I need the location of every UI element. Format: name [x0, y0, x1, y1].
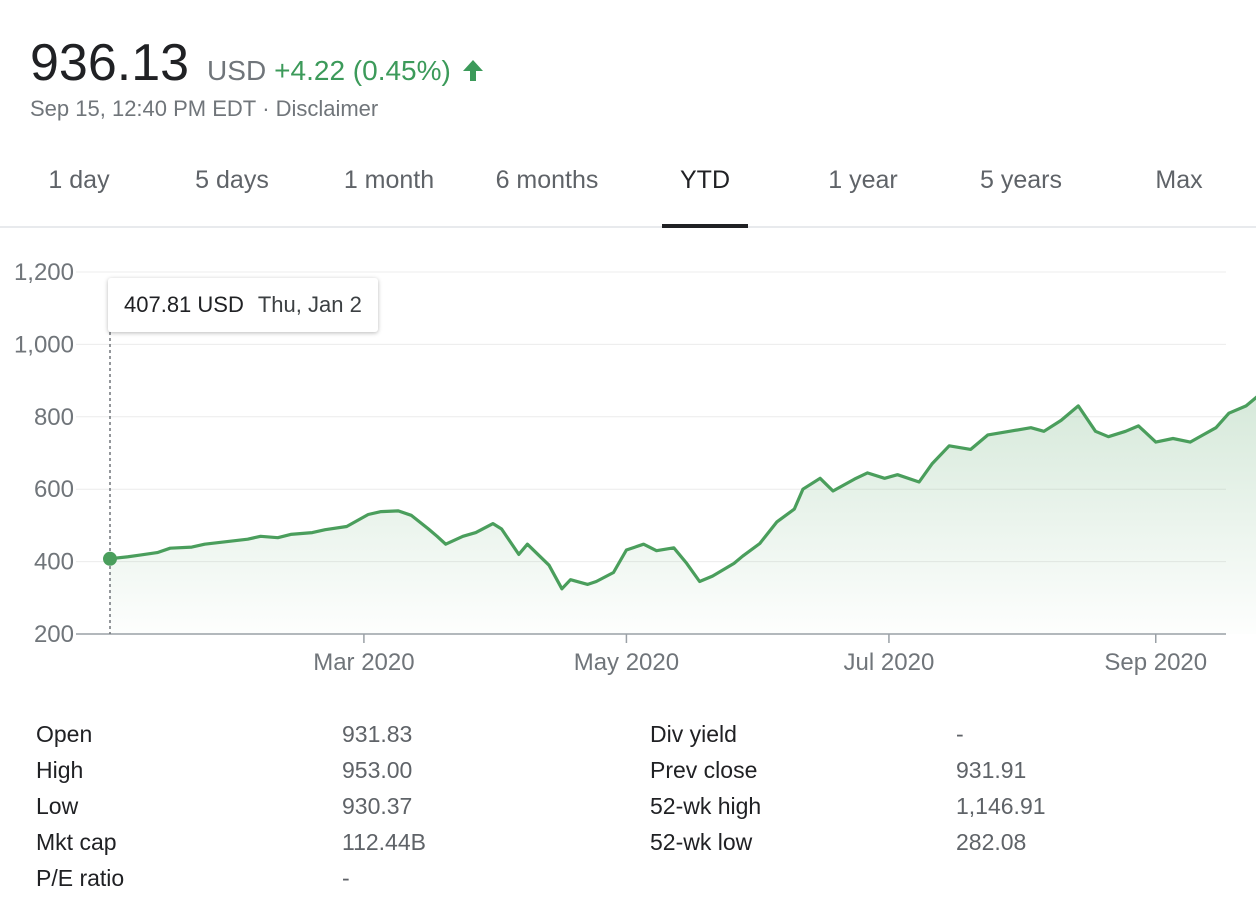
tooltip-date: Thu, Jan 2	[257, 292, 362, 317]
quote-timestamp: Sep 15, 12:40 PM EDT	[30, 96, 257, 121]
price-area	[110, 397, 1256, 634]
stat-label: High	[36, 757, 84, 783]
disclaimer-link[interactable]: Disclaimer	[275, 96, 379, 121]
hover-point	[103, 551, 117, 566]
stat-value: 931.91	[956, 757, 1027, 783]
chart-area	[110, 397, 1256, 634]
x-tick-label: Mar 2020	[313, 649, 414, 676]
tab-1-month[interactable]: 1 month	[343, 166, 435, 194]
stat-value: 931.83	[342, 721, 413, 747]
separator: ·	[262, 96, 270, 121]
stat-value: 930.37	[342, 793, 413, 819]
y-tick-label: 1,200	[14, 259, 74, 286]
price-line	[108, 395, 1256, 591]
price-chart[interactable]: 1,200 1,000 800 600 400 200 Mar 2020 May 2020 Ju…	[0, 232, 1256, 692]
tab-ytd[interactable]: YTD	[626, 140, 784, 228]
y-tick-label: 1,000	[14, 331, 74, 358]
stat-label: Div yield	[650, 721, 737, 747]
price-currency: USD	[207, 55, 267, 86]
y-tick-label: 200	[34, 621, 74, 648]
y-tick-label: 600	[34, 476, 74, 503]
x-tick-label: Sep 2020	[1104, 649, 1207, 676]
stat-value: 1,146.91	[956, 793, 1046, 819]
time-range-tabs: 1 day 5 days 1 month 6 months YTD 1 year…	[0, 140, 1256, 228]
x-tick-label: May 2020	[574, 649, 679, 676]
stat-label: P/E ratio	[36, 865, 125, 891]
stat-value: -	[956, 721, 964, 747]
tab-max[interactable]: Max	[1155, 166, 1203, 194]
chart-line	[108, 395, 1256, 591]
price-header: 936.13 USD +4.22 (0.45%)	[30, 34, 485, 92]
quote-timestamp-row: Sep 15, 12:40 PM EDT · Disclaimer	[30, 96, 378, 122]
tab-1-year[interactable]: 1 year	[828, 166, 898, 194]
price-value: 936.13	[30, 34, 190, 92]
tab-5-days[interactable]: 5 days	[195, 166, 269, 194]
stat-label: Open	[36, 721, 93, 747]
stat-label: 52-wk high	[650, 793, 762, 819]
y-tick-label: 400	[34, 549, 74, 576]
stat-label: Low	[36, 793, 79, 819]
tab-5-years[interactable]: 5 years	[980, 166, 1062, 194]
chart-tooltip: 407.81 USD Thu, Jan 2	[108, 278, 378, 332]
tab-1-day[interactable]: 1 day	[48, 166, 110, 194]
arrow-up-icon	[461, 58, 485, 82]
chart-axes: 1,200 1,000 800 600 400 200 Mar 2020 May 2020 Ju…	[14, 259, 1226, 676]
stat-label: Prev close	[650, 757, 758, 783]
stat-value: 282.08	[956, 829, 1027, 855]
price-change: +4.22 (0.45%)	[274, 55, 451, 86]
chart-marker	[103, 290, 117, 634]
stat-value: 953.00	[342, 757, 413, 783]
y-tick-label: 800	[34, 404, 74, 431]
stat-value: 112.44B	[342, 829, 426, 855]
stat-value: -	[342, 865, 350, 891]
x-tick-label: Jul 2020	[844, 649, 935, 676]
tooltip-price: 407.81 USD	[124, 292, 244, 317]
stat-label: 52-wk low	[650, 829, 753, 855]
tab-6-months[interactable]: 6 months	[495, 166, 599, 194]
stat-label: Mkt cap	[36, 829, 117, 855]
